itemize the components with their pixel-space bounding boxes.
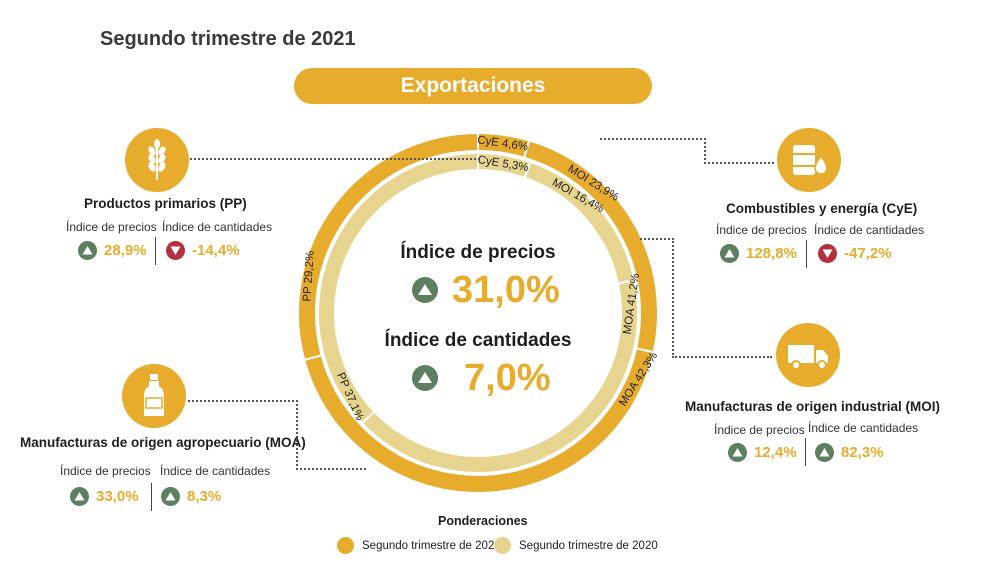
bottle-icon bbox=[144, 374, 164, 416]
cye-title: Combustibles y energía (CyE) bbox=[726, 201, 918, 216]
arrow-up-icon bbox=[78, 241, 97, 260]
divider bbox=[805, 438, 806, 466]
arrow-up-icon bbox=[70, 487, 89, 506]
moi-precios-row: 12,4% bbox=[728, 443, 797, 462]
moi-cantidades-label: Índice de cantidades bbox=[808, 421, 919, 435]
fuel-barrel-icon bbox=[793, 145, 828, 175]
arrow-up-icon bbox=[815, 443, 834, 462]
pp-title: Productos primarios (PP) bbox=[84, 196, 247, 211]
donut-slice-pp-2020 bbox=[317, 151, 479, 425]
moa-precios-label: Índice de precios bbox=[60, 464, 151, 478]
arrow-up-icon bbox=[412, 365, 438, 391]
center-cantidades-label: Índice de cantidades bbox=[384, 330, 572, 351]
arrow-down-icon bbox=[818, 244, 837, 263]
moi-icon-circle bbox=[776, 323, 840, 387]
cye-precios-value: 128,8% bbox=[746, 245, 797, 262]
moa-precios-value: 33,0% bbox=[96, 488, 139, 505]
cye-icon-circle bbox=[777, 128, 841, 192]
center-precios-label: Índice de precios bbox=[400, 242, 556, 263]
connector-line-moi-a bbox=[640, 238, 674, 358]
pp-cantidades-label: Índice de cantidades bbox=[162, 220, 273, 234]
center-cantidades-value: 7,0% bbox=[464, 356, 551, 399]
moa-title: Manufacturas de origen agropecuario (MOA… bbox=[20, 435, 306, 450]
moa-cantidades-label: Índice de cantidades bbox=[160, 464, 271, 478]
pp-cantidades-row: -14,4% bbox=[166, 241, 240, 260]
center-precios-value: 31,0% bbox=[452, 268, 560, 311]
exportaciones-banner: Exportaciones bbox=[294, 68, 652, 104]
ponderaciones-donut-chart: CyE 4,6%MOI 23,9%MOA 42,3%PP 29,2%CyE 5,… bbox=[297, 131, 660, 494]
moi-precios-label: Índice de precios bbox=[714, 423, 805, 437]
pp-precios-row: 28,9% bbox=[78, 241, 147, 260]
truck-icon bbox=[788, 345, 828, 370]
arrow-up-icon bbox=[720, 244, 739, 263]
pp-precios-value: 28,9% bbox=[104, 242, 147, 259]
moi-cantidades-row: 82,3% bbox=[815, 443, 884, 462]
center-cantidades-row: 7,0% bbox=[412, 356, 551, 400]
legend-swatch bbox=[494, 537, 511, 554]
moa-precios-row: 33,0% bbox=[70, 487, 139, 506]
cye-precios-row: 128,8% bbox=[720, 244, 797, 263]
cye-cantidades-value: -47,2% bbox=[844, 245, 892, 262]
cye-precios-label: Índice de precios bbox=[716, 223, 807, 237]
cye-cantidades-row: -47,2% bbox=[818, 244, 892, 263]
center-precios-row: 31,0% bbox=[412, 268, 560, 312]
cye-cantidades-label: Índice de cantidades bbox=[814, 223, 925, 237]
divider bbox=[806, 240, 807, 268]
moi-precios-value: 12,4% bbox=[754, 444, 797, 461]
legend-item-2021: Segundo trimestre de 2021 bbox=[337, 537, 501, 554]
moa-icon-circle bbox=[122, 364, 186, 428]
legend-title: Ponderaciones bbox=[438, 514, 528, 528]
outer-ring-2021 bbox=[297, 131, 659, 494]
wheat-icon bbox=[148, 139, 166, 180]
moi-cantidades-value: 82,3% bbox=[841, 444, 884, 461]
moi-title: Manufacturas de origen industrial (MOI) bbox=[685, 399, 941, 414]
moa-cantidades-value: 8,3% bbox=[187, 488, 222, 505]
connector-line-cye-b bbox=[704, 162, 774, 164]
pp-icon-circle bbox=[125, 128, 189, 192]
pp-cantidades-value: -14,4% bbox=[192, 242, 240, 259]
connector-line-pp bbox=[190, 158, 480, 160]
connector-line-moa-a bbox=[188, 400, 298, 470]
arrow-up-icon bbox=[728, 443, 747, 462]
ring-label-pp-2021: PP 29,2% bbox=[301, 250, 316, 302]
legend-swatch bbox=[337, 537, 354, 554]
divider bbox=[155, 237, 156, 265]
pp-precios-label: Índice de precios bbox=[66, 220, 157, 234]
arrow-up-icon bbox=[161, 487, 180, 506]
divider bbox=[151, 483, 152, 511]
legend-label: Segundo trimestre de 2021 bbox=[362, 539, 501, 552]
connector-line-moa-b bbox=[296, 468, 366, 470]
legend-label: Segundo trimestre de 2020 bbox=[519, 539, 658, 552]
arrow-up-icon bbox=[412, 277, 438, 303]
page-title: Segundo trimestre de 2021 bbox=[100, 28, 356, 50]
donut-slice-pp-2021 bbox=[297, 131, 479, 362]
arrow-down-icon bbox=[166, 241, 185, 260]
connector-line-cye-a bbox=[600, 138, 706, 164]
connector-line-moi-b bbox=[672, 356, 772, 358]
moa-cantidades-row: 8,3% bbox=[161, 487, 221, 506]
legend-item-2020: Segundo trimestre de 2020 bbox=[494, 537, 658, 554]
inner-ring-2020 bbox=[317, 151, 639, 474]
